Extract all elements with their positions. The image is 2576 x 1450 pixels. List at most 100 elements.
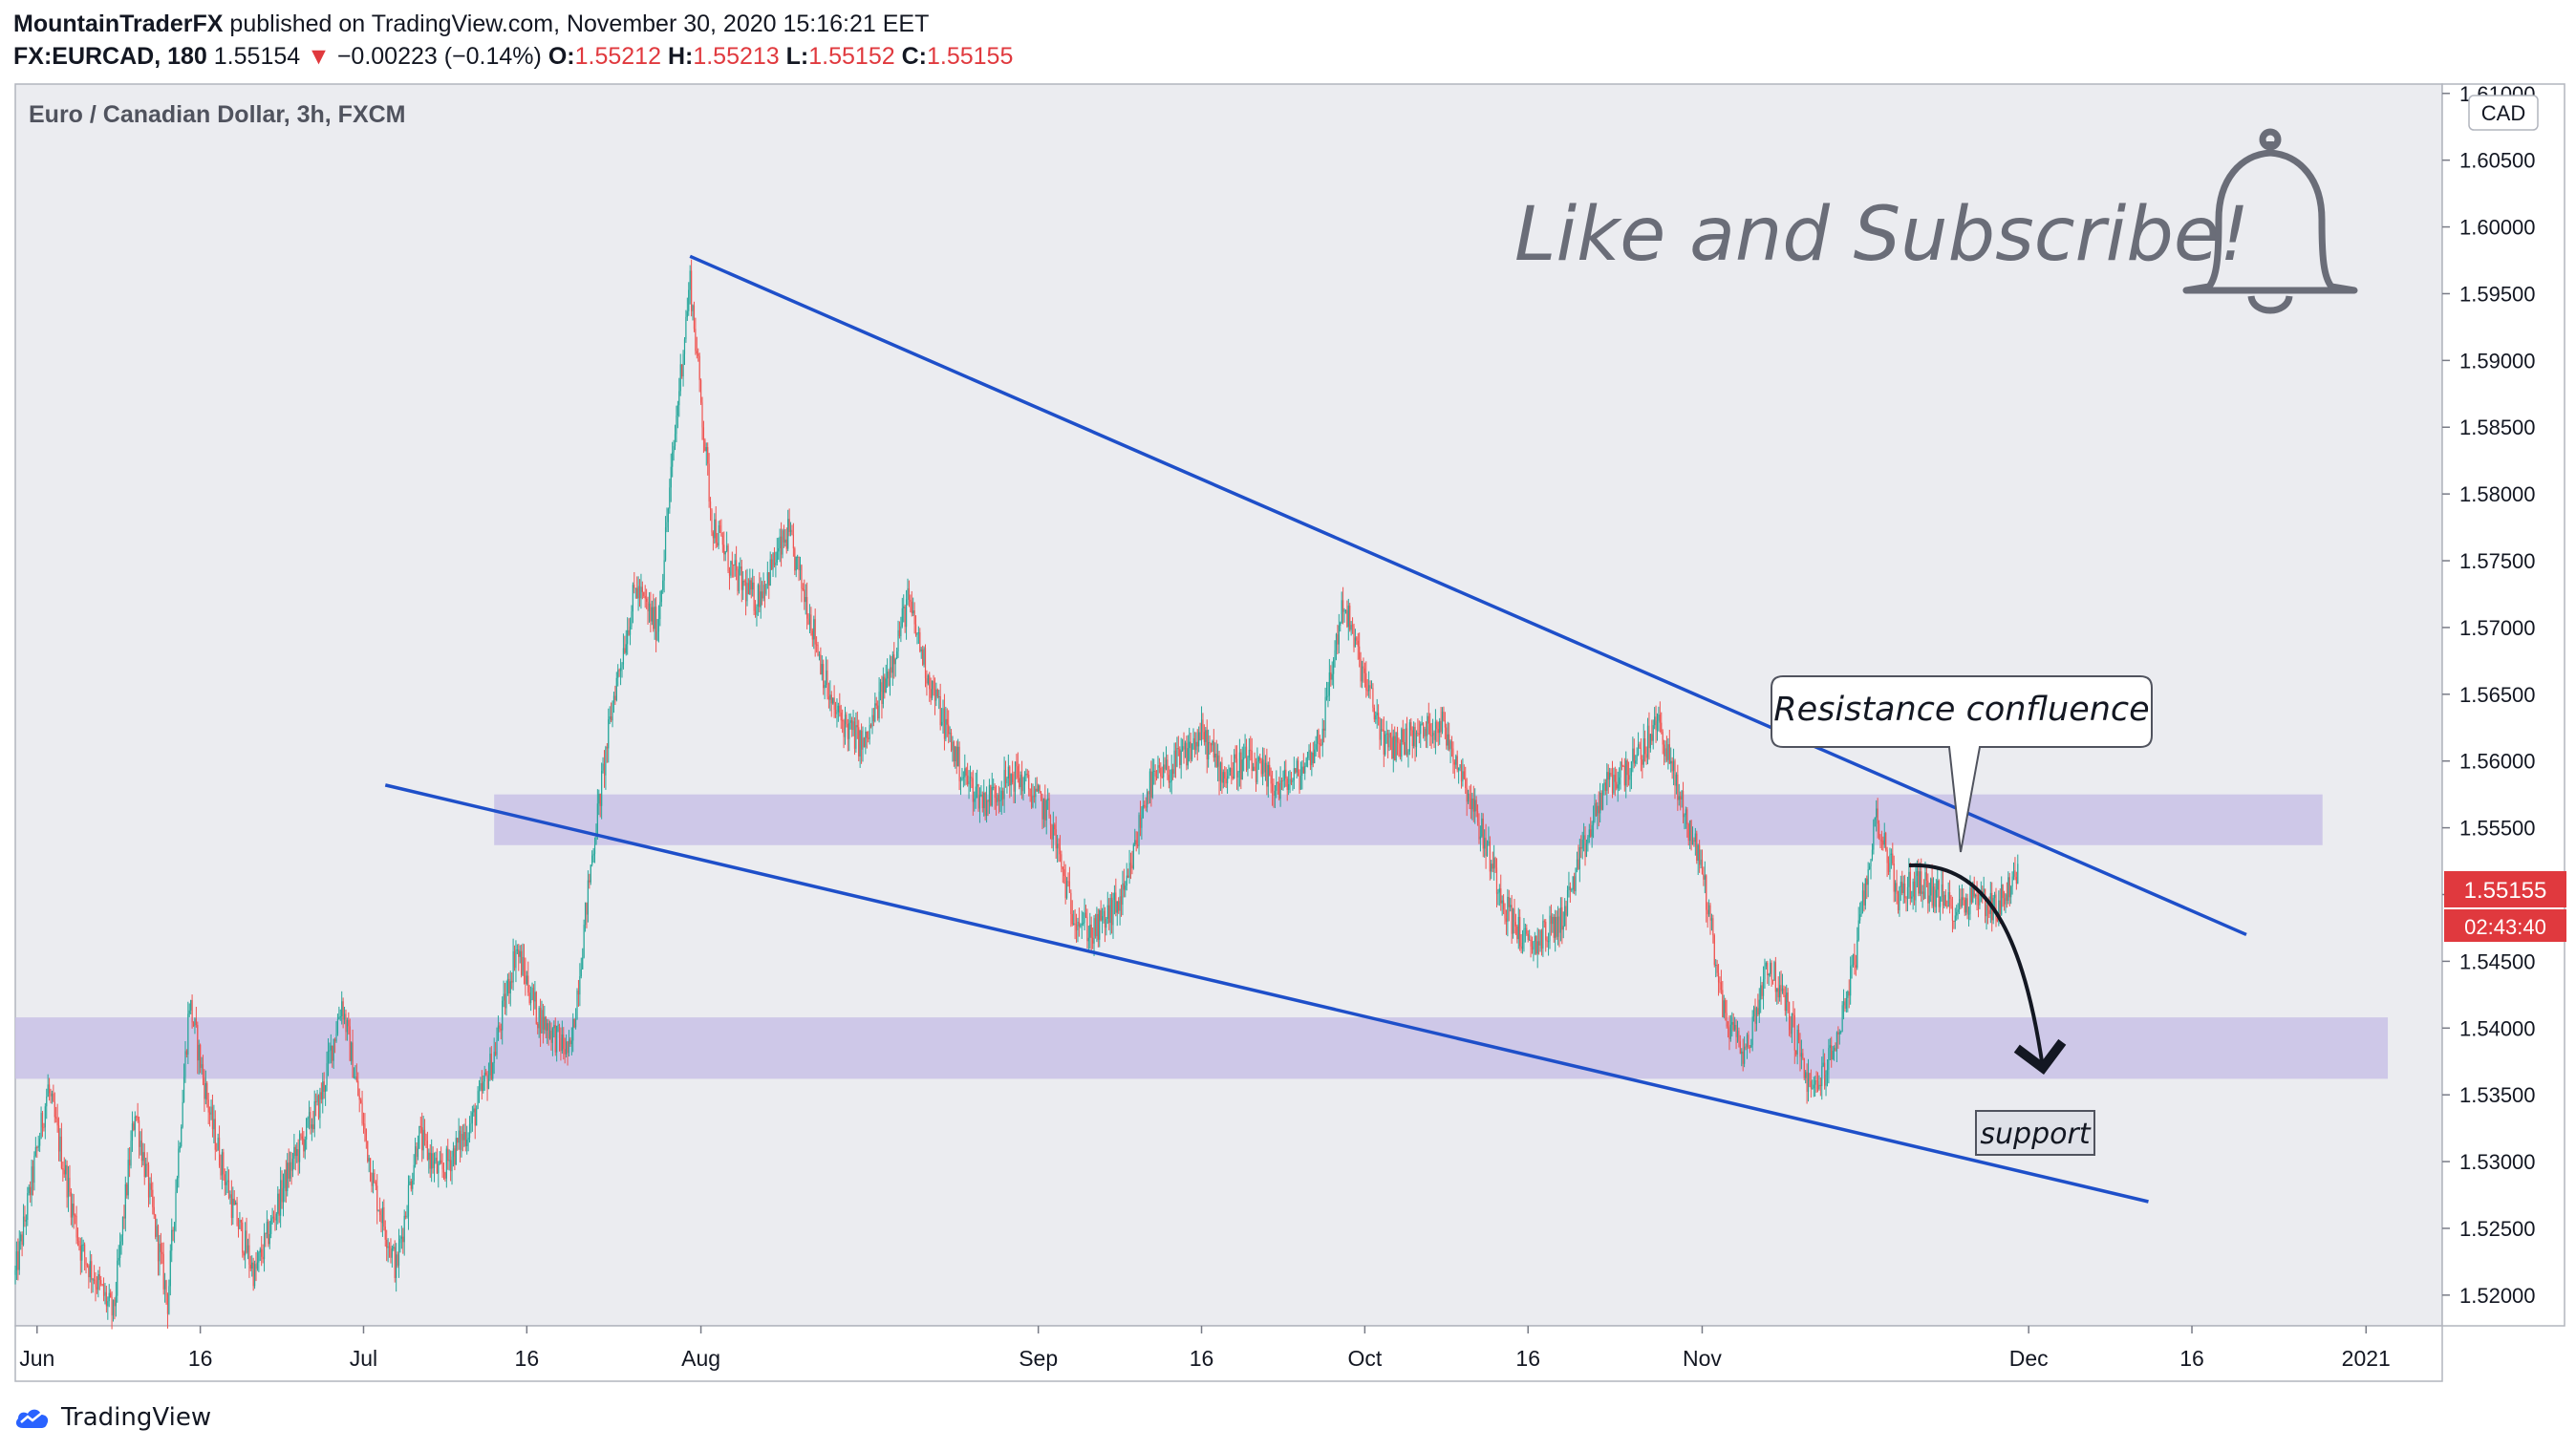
candle-body [1349,606,1351,630]
candle-body [743,581,745,583]
candle-body [1443,712,1445,721]
candle-body [763,585,766,594]
candle-body [442,1169,445,1173]
candle-body [300,1134,302,1137]
candle-body [425,1134,427,1141]
candle-body [2005,894,2007,905]
candle-body [692,305,694,311]
candle-body [88,1266,90,1278]
candle-body [1739,1041,1741,1055]
candle-body [70,1191,72,1218]
candle-body [1012,774,1014,783]
candle-body [157,1226,160,1262]
candle-body [1061,854,1063,867]
candle-body [1059,847,1062,855]
tradingview-logo[interactable]: TradingView [13,1398,211,1437]
x-tick-label: 16 [1515,1346,1540,1371]
candle-body [1370,688,1373,690]
candle-body [131,1123,134,1141]
candle-body [1474,800,1476,812]
candle-body [1226,776,1229,784]
candle-body [1148,771,1151,795]
candle-body [1505,918,1508,922]
candle-body [1198,732,1200,747]
candle-body [844,714,847,737]
candle-body [984,793,986,816]
candle-body [1580,846,1582,849]
candle-body [93,1279,96,1281]
candle-body [704,439,706,452]
candles-layer [14,259,2019,1330]
candle-body [1848,991,1850,996]
candle-body [1049,816,1052,825]
candle-body [1639,744,1641,748]
candle-body [327,1050,330,1064]
candle-body [842,720,844,722]
candle-body [1507,896,1509,922]
candle-body [1640,747,1642,760]
candle-body [1476,811,1479,822]
candle-body [34,1146,36,1157]
support-trendline[interactable] [384,783,2149,1204]
candle-body [1792,1013,1794,1015]
symbol-label[interactable]: FX:EURCAD, 180 [13,43,207,70]
candle-body [1918,870,1920,894]
candle-body [176,1178,179,1192]
candle-body [1498,888,1500,893]
candle-body [1320,744,1322,746]
currency-badge[interactable] [2468,95,2539,131]
candle-body [1417,733,1419,735]
candle-body [256,1262,259,1269]
candle-body [644,596,646,599]
candle-body [1119,896,1121,911]
candle-body [108,1292,110,1302]
candle-body [840,713,842,721]
candle-body [470,1122,472,1124]
candle-body [519,950,521,957]
candle-body [929,675,931,690]
candle-body [621,664,623,669]
candle-body [1172,769,1174,775]
candle-body [1277,781,1278,783]
author-name[interactable]: MountainTraderFX [13,11,224,37]
candle-body [898,629,901,637]
candle-body [128,1160,131,1166]
candle-body [1632,748,1634,762]
candle-body [1629,776,1631,780]
candle-body [1259,757,1261,761]
candle-body [1958,899,1961,910]
candle-body [1878,823,1880,839]
price-axis[interactable] [2441,83,2565,1327]
candle-body [1305,757,1307,767]
time-axis[interactable] [14,1325,2443,1382]
x-tick-label: Sep [1019,1346,1058,1371]
candle-body [1234,754,1236,759]
candle-body [1245,746,1248,771]
candle-body [1953,920,1955,922]
candle-body [1092,937,1094,944]
candle-body [818,654,821,656]
candle-body [500,1029,502,1031]
candle-body [67,1178,70,1198]
candle-body [1610,773,1612,775]
candle-body [541,1010,543,1034]
candle-body [833,697,835,710]
candle-body [893,654,895,665]
candle-body [185,1051,187,1055]
candle-body [20,1234,22,1242]
resistance-zone [494,794,2323,845]
candle-body [316,1095,318,1102]
candle-body [1977,899,1980,906]
candle-body [161,1251,163,1254]
candle-body [882,676,884,704]
candle-body [617,670,619,678]
candle-body [483,1072,485,1082]
candle-body [879,682,882,693]
candle-body [1108,905,1110,924]
candle-body [360,1099,362,1103]
candle-body [855,725,857,749]
candle-body [266,1221,268,1234]
resistance-trendline[interactable] [689,254,2247,937]
candle-body [1592,820,1595,825]
